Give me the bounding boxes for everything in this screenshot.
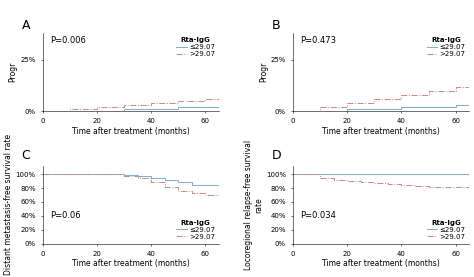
Legend: ≤29.07, >29.07: ≤29.07, >29.07 <box>426 219 466 240</box>
Legend: ≤29.07, >29.07: ≤29.07, >29.07 <box>175 37 216 58</box>
Text: P=0.06: P=0.06 <box>50 211 80 220</box>
Text: B: B <box>272 19 281 32</box>
Y-axis label: Locoregional relapse-free survival rate: Locoregional relapse-free survival rate <box>244 140 263 270</box>
X-axis label: Time after treatment (months): Time after treatment (months) <box>72 127 190 136</box>
Text: A: A <box>21 19 30 32</box>
Legend: ≤29.07, >29.07: ≤29.07, >29.07 <box>426 37 466 58</box>
Text: P=0.034: P=0.034 <box>300 211 336 220</box>
Text: P=0.473: P=0.473 <box>300 36 336 45</box>
X-axis label: Time after treatment (months): Time after treatment (months) <box>72 260 190 268</box>
Y-axis label: Progr: Progr <box>9 62 18 83</box>
Text: C: C <box>21 149 30 162</box>
Legend: ≤29.07, >29.07: ≤29.07, >29.07 <box>175 219 216 240</box>
Y-axis label: Distant metastasis-free survival rate: Distant metastasis-free survival rate <box>4 134 13 275</box>
Text: D: D <box>272 149 282 162</box>
Y-axis label: Progr: Progr <box>259 62 268 83</box>
X-axis label: Time after treatment (months): Time after treatment (months) <box>322 260 440 268</box>
Text: P=0.006: P=0.006 <box>50 36 86 45</box>
X-axis label: Time after treatment (months): Time after treatment (months) <box>322 127 440 136</box>
